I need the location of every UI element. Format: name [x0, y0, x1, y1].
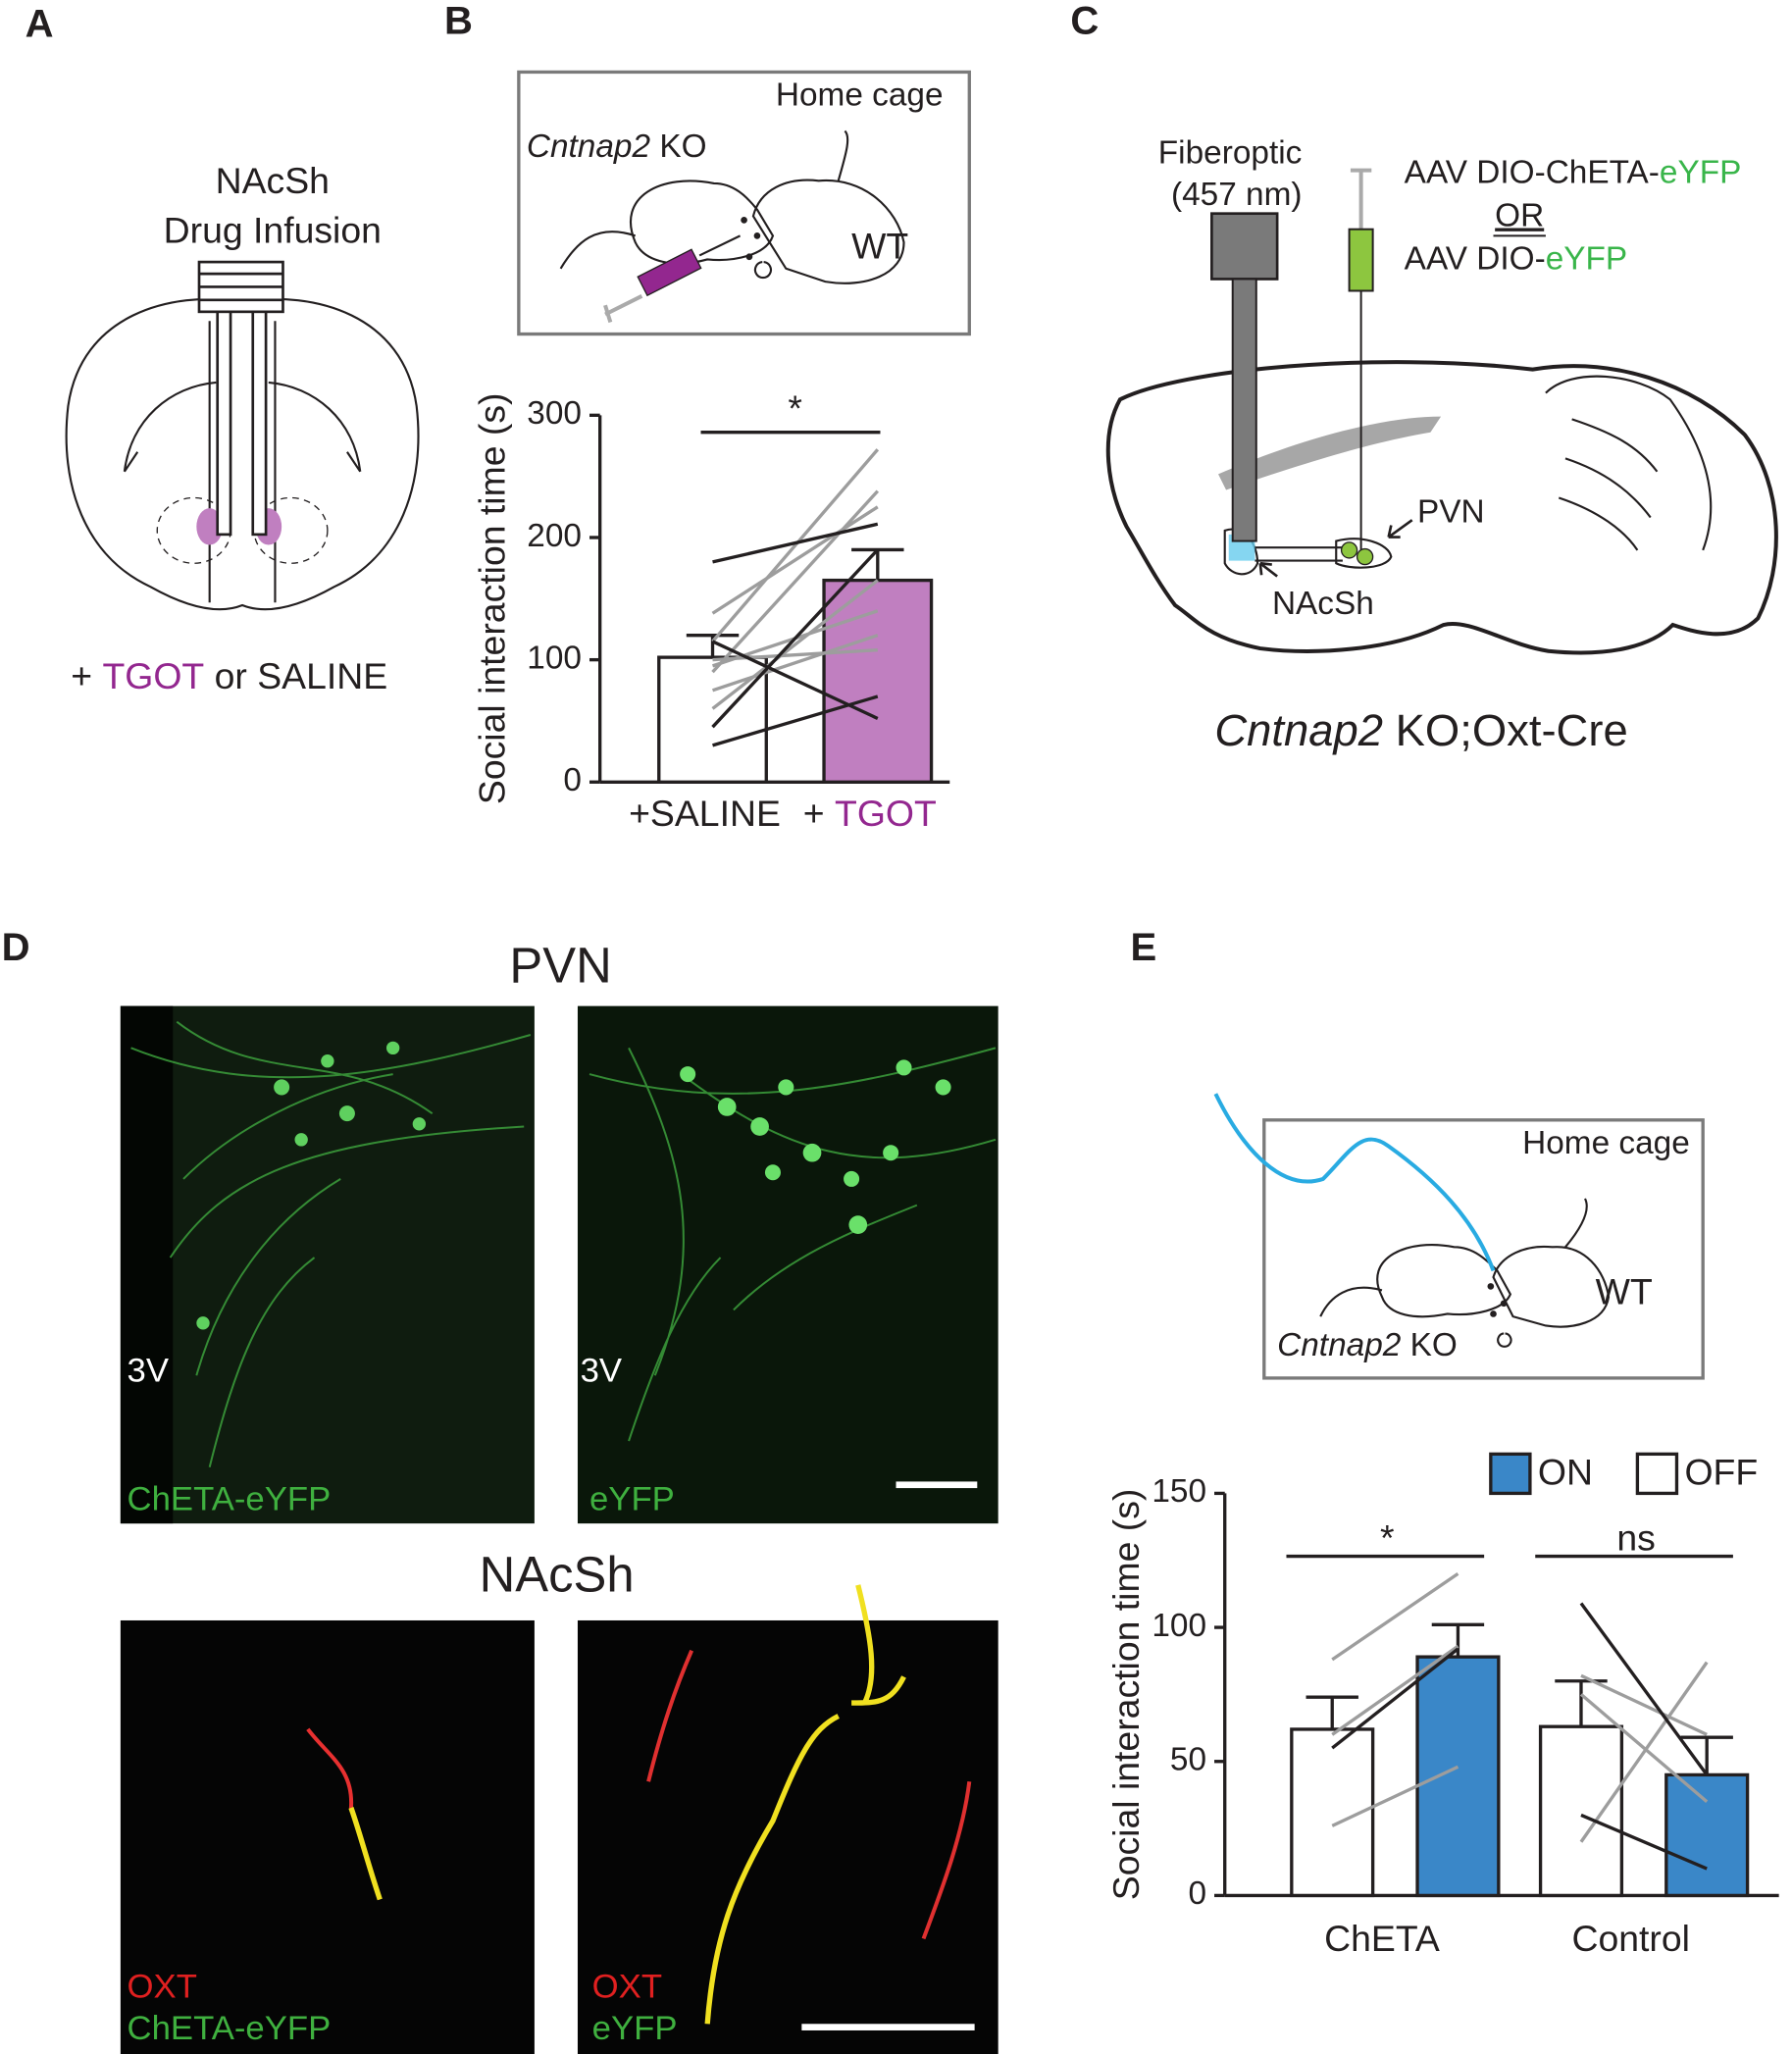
- image-label: OXT: [592, 1968, 662, 2005]
- subject-label: Cntnap2 KO: [527, 128, 707, 165]
- treatment-label: + TGOT or SALINE: [71, 655, 387, 696]
- text-part: eYFP: [1660, 154, 1741, 190]
- significance-label: ns: [1616, 1516, 1655, 1558]
- ventricle-label: 3V: [128, 1353, 169, 1390]
- image-label: eYFP: [592, 2010, 678, 2047]
- y-tick-label: 100: [527, 640, 582, 676]
- legend-label: OFF: [1684, 1452, 1758, 1493]
- text-part: AAV DIO-ChETA-: [1405, 154, 1660, 190]
- paired-line: [713, 524, 878, 562]
- x-tick-label: Control: [1571, 1918, 1689, 1959]
- box-title: Home cage: [1522, 1125, 1690, 1161]
- panel-label: C: [1070, 0, 1099, 43]
- bar: [659, 657, 767, 782]
- x-tick-label: +SALINE: [629, 793, 781, 834]
- y-axis-label: Social interaction time (s): [1105, 1489, 1147, 1901]
- image-label: eYFP: [589, 1481, 675, 1518]
- or-label: OR: [1495, 197, 1544, 233]
- x-tick-label-part: +: [803, 793, 835, 834]
- text-part: Cntnap2: [1277, 1327, 1402, 1363]
- text-part: TGOT: [102, 655, 204, 696]
- x-tick-label: + TGOT: [803, 793, 937, 834]
- text-part: KO: [650, 128, 707, 165]
- panel-label: B: [444, 0, 473, 43]
- partner-label: WT: [1596, 1270, 1653, 1311]
- ventricle-label: 3V: [581, 1353, 622, 1390]
- error-bar: [1555, 1681, 1607, 1726]
- y-tick-label: 50: [1170, 1742, 1206, 1778]
- error-bar: [851, 549, 903, 580]
- panel-label: A: [26, 2, 54, 45]
- significance-label: *: [1380, 1516, 1395, 1558]
- genotype-label: Cntnap2 KO;Oxt-Cre: [1214, 705, 1627, 755]
- panel-label: E: [1131, 926, 1157, 969]
- text-part: eYFP: [1546, 241, 1627, 278]
- legend-swatch: [1637, 1454, 1676, 1493]
- paired-line: [1332, 1573, 1458, 1659]
- text-part: +: [71, 655, 102, 696]
- micrographs: [121, 1006, 998, 2054]
- fiber-label: Fiberoptic: [1158, 134, 1303, 171]
- y-tick-label: 200: [527, 518, 582, 554]
- text-part: AAV DIO-: [1405, 241, 1546, 278]
- text-part: KO: [1401, 1327, 1458, 1363]
- bar: [1666, 1774, 1748, 1895]
- virus-label: AAV DIO-eYFP: [1405, 241, 1628, 278]
- y-tick-label: 150: [1152, 1473, 1206, 1510]
- error-bar: [1306, 1697, 1358, 1729]
- text-part: Cntnap2: [1214, 705, 1383, 755]
- subject-label: Cntnap2 KO: [1277, 1327, 1458, 1363]
- fiber-label: (457 nm): [1171, 177, 1303, 213]
- bar: [1541, 1726, 1622, 1895]
- x-tick-label: ChETA: [1324, 1918, 1440, 1959]
- text-part: or SALINE: [204, 655, 387, 696]
- y-tick-label: 0: [563, 762, 582, 798]
- significance-label: *: [788, 387, 802, 429]
- x-tick-label-part: +SALINE: [629, 793, 781, 834]
- text-part: KO;Oxt-Cre: [1383, 705, 1628, 755]
- panel-label: D: [2, 926, 30, 969]
- panel-title: Drug Infusion: [164, 210, 382, 251]
- bar: [1417, 1657, 1499, 1895]
- text-part: Cntnap2: [527, 128, 651, 165]
- y-tick-label: 100: [1152, 1608, 1206, 1644]
- legend-swatch: [1491, 1454, 1530, 1493]
- image-label: ChETA-eYFP: [128, 2010, 332, 2047]
- region-label: NAcSh: [1272, 586, 1374, 622]
- legend-label: ON: [1538, 1452, 1593, 1493]
- image-heading: PVN: [509, 938, 611, 994]
- error-bar: [1680, 1737, 1732, 1774]
- y-axis-label: Social interaction time (s): [472, 393, 513, 805]
- error-bar: [1432, 1624, 1484, 1657]
- image-heading: NAcSh: [480, 1547, 635, 1603]
- y-tick-label: 0: [1188, 1875, 1206, 1912]
- image-label: OXT: [128, 1968, 197, 2005]
- image-label: ChETA-eYFP: [128, 1481, 332, 1518]
- box-title: Home cage: [776, 77, 944, 114]
- panel-title: NAcSh: [216, 160, 330, 201]
- virus-label: AAV DIO-ChETA-eYFP: [1405, 154, 1742, 190]
- x-tick-label-part: TGOT: [835, 793, 937, 834]
- region-label: PVN: [1417, 493, 1485, 530]
- coronal-brain-diagram: [67, 262, 419, 609]
- y-tick-label: 300: [527, 395, 582, 432]
